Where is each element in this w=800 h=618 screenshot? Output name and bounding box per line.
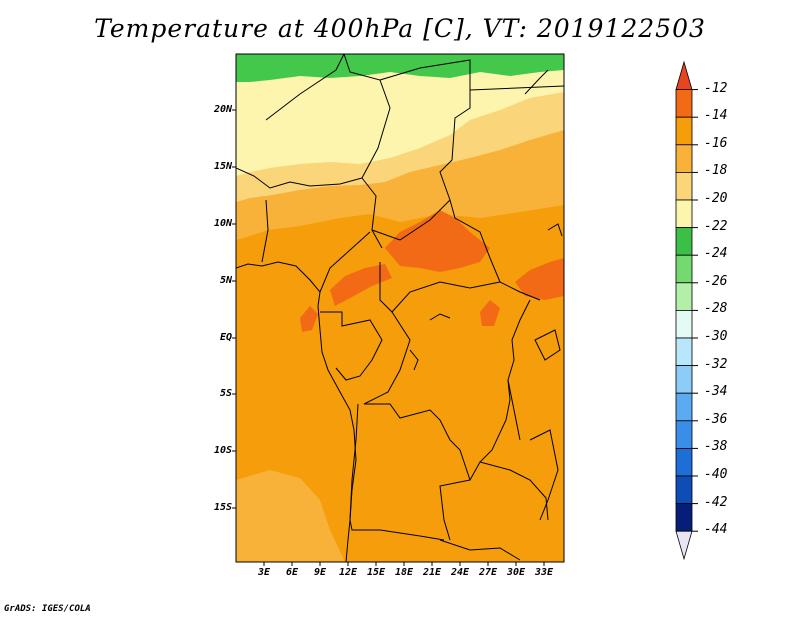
lat-label: EQ <box>219 332 232 343</box>
lon-label: 30E <box>506 567 526 578</box>
lat-label: 15S <box>213 502 232 513</box>
colorbar-swatch <box>675 254 693 284</box>
temperature-band <box>300 306 318 332</box>
country-border <box>379 262 501 313</box>
country-border <box>319 231 371 293</box>
credit-text: GrADS: IGES/COLA <box>4 604 91 614</box>
colorbar-swatch <box>675 171 693 201</box>
lake-victoria <box>534 329 561 361</box>
colorbar-label: -44 <box>704 522 728 538</box>
country-border <box>439 539 521 561</box>
country-borders <box>236 54 564 562</box>
colorbar-label: -14 <box>704 108 728 124</box>
lon-label: 15E <box>366 567 386 578</box>
colorbar <box>675 60 698 561</box>
colorbar-label: -28 <box>704 301 728 317</box>
chart-title: Temperature at 400hPa [C], VT: 201912250… <box>94 14 706 43</box>
lat-label: 10N <box>213 218 232 229</box>
colorbar-label: -34 <box>704 384 728 400</box>
colorbar-label: -24 <box>704 246 728 262</box>
river-feature <box>524 69 549 95</box>
country-border <box>479 461 549 521</box>
axis-ticks <box>232 109 545 566</box>
colorbar-swatch <box>675 199 693 229</box>
country-border <box>469 85 564 91</box>
colorbar-label: -30 <box>704 329 728 344</box>
lat-label: 20N <box>213 104 232 115</box>
colorbar-swatch <box>675 503 693 532</box>
colorbar-swatch <box>675 309 693 339</box>
country-border <box>349 403 445 541</box>
lon-label: 6E <box>285 567 299 578</box>
country-border <box>265 54 391 249</box>
colorbar-label: -18 <box>704 163 728 179</box>
lat-label: 15N <box>213 161 232 172</box>
lon-label: 21E <box>422 567 442 578</box>
colorbar-swatch <box>675 89 693 118</box>
lon-label: 12E <box>338 567 358 578</box>
temperature-band <box>236 470 345 562</box>
lon-label: 24E <box>450 567 470 578</box>
colorbar-swatch <box>675 282 693 311</box>
colorbar-swatch <box>675 116 693 146</box>
temperature-band <box>385 210 490 272</box>
country-border <box>371 199 451 241</box>
river-feature <box>409 349 419 371</box>
map-frame <box>235 53 565 563</box>
temperature-band <box>480 300 500 326</box>
colorbar-swatch <box>675 337 693 367</box>
colorbar-label: -32 <box>704 356 728 372</box>
temperature-field <box>236 54 564 562</box>
colorbar-swatch <box>675 227 693 256</box>
colorbar-swatch <box>675 365 693 394</box>
lon-label: 27E <box>478 567 498 578</box>
lon-label: 18E <box>394 567 414 578</box>
colorbar-label: -42 <box>704 494 728 510</box>
country-border <box>261 199 269 263</box>
colorbar-swatch <box>675 475 693 505</box>
colorbar-label: -36 <box>704 411 728 427</box>
lat-label: 5S <box>219 388 232 399</box>
colorbar-swatch <box>675 530 693 561</box>
river-feature <box>429 313 451 321</box>
colorbar-label: -16 <box>704 135 728 151</box>
colorbar-label: -22 <box>704 218 728 234</box>
lon-label: 33E <box>534 567 554 578</box>
temperature-band <box>330 264 392 306</box>
colorbar-label: -12 <box>704 80 728 96</box>
lake-malawi <box>529 429 559 521</box>
country-border <box>363 311 471 541</box>
colorbar-swatch <box>675 60 693 90</box>
colorbar-swatch <box>675 392 693 422</box>
colorbar-swatch <box>675 420 693 449</box>
colorbar-swatch <box>675 447 693 477</box>
country-border <box>469 299 531 481</box>
temperature-band <box>515 258 564 300</box>
colorbar-label: -20 <box>704 191 728 206</box>
colorbar-swatch <box>675 144 693 173</box>
lat-label: 5N <box>219 275 232 286</box>
coastline-feature <box>547 223 563 237</box>
lake-tanganyika <box>507 379 521 441</box>
colorbar-label: -26 <box>704 273 728 289</box>
country-border <box>320 311 383 381</box>
lon-label: 9E <box>313 567 327 578</box>
country-border <box>236 167 363 189</box>
lat-label: 10S <box>213 445 232 456</box>
colorbar-label: -38 <box>704 439 728 455</box>
country-border <box>379 59 541 301</box>
temperature-band <box>236 54 564 82</box>
temperature-band <box>236 54 564 176</box>
colorbar-label: -40 <box>704 467 728 482</box>
lon-label: 3E <box>257 567 271 578</box>
